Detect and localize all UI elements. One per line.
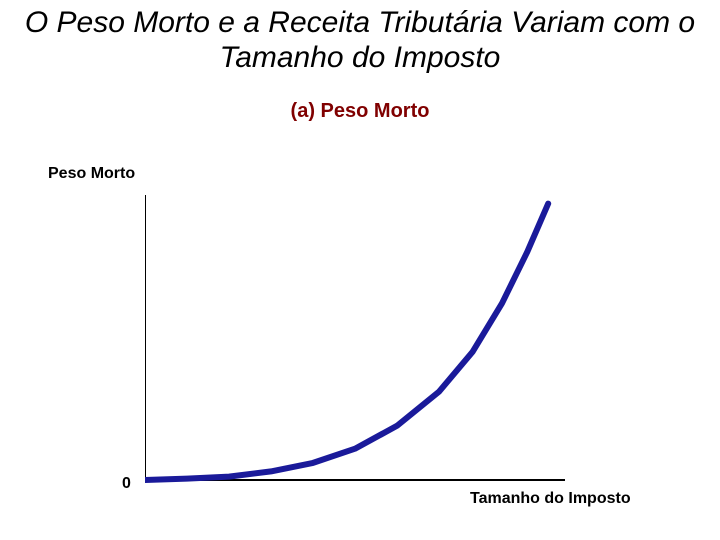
chart-area [145,195,585,490]
origin-label: 0 [122,475,131,493]
slide: O Peso Morto e a Receita Tributária Vari… [0,0,720,540]
x-axis-label: Tamanho do Imposto [470,490,631,508]
slide-title: O Peso Morto e a Receita Tributária Vari… [0,6,720,75]
y-axis-label: Peso Morto [48,165,135,183]
deadweight-curve [145,204,548,480]
slide-subtitle: (a) Peso Morto [0,100,720,123]
